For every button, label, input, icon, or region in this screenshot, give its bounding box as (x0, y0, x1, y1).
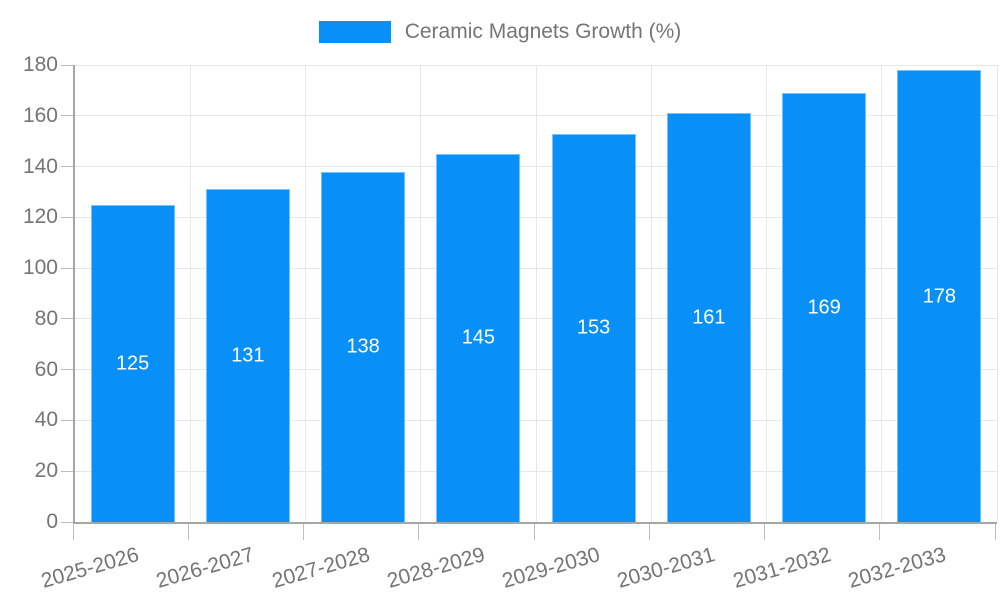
bar-value-label: 178 (922, 285, 957, 308)
y-tick-mark (61, 166, 73, 168)
y-tick-mark (61, 267, 73, 269)
y-tick-mark (61, 419, 73, 421)
x-gridline (766, 65, 767, 522)
x-tick-mark (994, 524, 996, 540)
bar-2026-2027[interactable]: 131 (205, 189, 290, 522)
bar-2028-2029[interactable]: 145 (436, 153, 521, 522)
bar-value-label: 161 (692, 306, 726, 329)
x-gridline (189, 65, 191, 522)
bar-2031-2032[interactable]: 169 (782, 92, 867, 522)
bar-value-label: 131 (231, 344, 265, 367)
y-tick-mark (61, 521, 73, 523)
bar-2027-2028[interactable]: 138 (321, 171, 406, 522)
bar-value-label: 169 (807, 296, 841, 319)
x-tick-label: 2028-2029 (384, 543, 488, 593)
bar-2025-2026[interactable]: 125 (90, 204, 175, 522)
x-gridline (996, 65, 998, 522)
y-tick-mark (61, 318, 73, 320)
y-tick-mark (61, 216, 73, 218)
y-tick-label: 100 (22, 256, 58, 280)
x-gridline (305, 65, 306, 522)
bar-2029-2030[interactable]: 153 (551, 133, 636, 522)
x-tick-label: 2032-2033 (845, 543, 949, 593)
bar-2032-2033[interactable]: 178 (897, 70, 982, 522)
x-tick-mark (72, 524, 74, 540)
bar-value-label: 153 (576, 316, 611, 339)
y-tick-label: 0 (46, 510, 58, 533)
x-tick-label: 2027-2028 (269, 543, 373, 593)
bar-value-label: 145 (461, 326, 496, 349)
y-tick-label: 120 (22, 205, 58, 229)
legend-label: Ceramic Magnets Growth (%) (404, 20, 682, 43)
x-tick-mark (879, 524, 881, 540)
x-tick-mark (764, 524, 765, 540)
legend-swatch (318, 21, 391, 43)
y-tick-label: 40 (34, 408, 58, 432)
y-tick-label: 160 (22, 103, 58, 127)
plot-area: 125 131 138 145 153 161 169 178 (73, 64, 998, 524)
y-tick-mark (61, 115, 73, 117)
x-gridline (650, 65, 652, 522)
x-tick-mark (418, 524, 420, 540)
x-tick-mark (187, 524, 189, 540)
y-tick-label: 60 (34, 357, 58, 381)
x-gridline (881, 65, 883, 522)
x-tick-label: 2025-2026 (38, 543, 142, 593)
y-tick-label: 20 (34, 459, 58, 483)
y-tick-mark (61, 64, 73, 66)
x-tick-label: 2030-2031 (615, 543, 718, 593)
x-tick-mark (533, 524, 535, 540)
y-tick-mark (61, 470, 73, 472)
bar-value-label: 125 (115, 352, 150, 375)
y-tick-mark (61, 369, 73, 371)
x-tick-label: 2031-2032 (730, 543, 834, 593)
y-tick-label: 140 (22, 154, 58, 178)
x-tick-mark (303, 524, 304, 540)
x-tick-label: 2029-2030 (499, 543, 603, 593)
x-gridline (535, 65, 537, 522)
x-gridline (420, 65, 422, 522)
x-tick-mark (648, 524, 650, 540)
bar-value-label: 138 (346, 335, 380, 358)
y-tick-label: 80 (34, 306, 58, 330)
y-tick-label: 180 (22, 53, 58, 76)
bar-2030-2031[interactable]: 161 (666, 113, 751, 522)
x-tick-label: 2026-2027 (154, 543, 257, 593)
legend-item[interactable]: Ceramic Magnets Growth (%) (0, 16, 1000, 48)
